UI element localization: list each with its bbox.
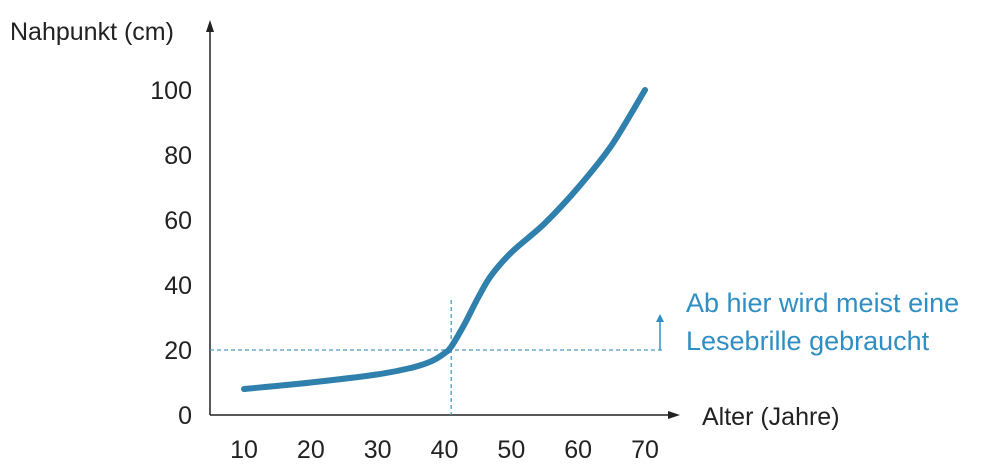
y-axis-label: Nahpunkt (cm) <box>10 18 174 46</box>
y-axis-arrow-icon <box>206 20 214 32</box>
x-tick-labels: 10 20 30 40 50 60 70 <box>230 436 659 464</box>
y-tick-label: 20 <box>164 337 192 365</box>
y-tick-label: 100 <box>150 77 192 105</box>
y-tick-label: 0 <box>178 402 192 430</box>
y-tick-label: 80 <box>164 142 192 170</box>
x-tick-label: 30 <box>364 436 392 464</box>
x-axis-arrow-icon <box>668 411 680 419</box>
x-tick-label: 10 <box>230 436 258 464</box>
y-tick-label: 40 <box>164 272 192 300</box>
reference-lines <box>210 300 665 415</box>
x-tick-label: 40 <box>431 436 459 464</box>
y-tick-label: 60 <box>164 207 192 235</box>
annotation: Ab hier wird meist eine Lesebrille gebra… <box>656 288 959 356</box>
annotation-line-2: Lesebrille gebraucht <box>686 326 930 356</box>
x-tick-label: 50 <box>497 436 525 464</box>
y-tick-labels: 0 20 40 60 80 100 <box>150 77 192 430</box>
annotation-arrowhead-icon <box>656 314 664 322</box>
x-tick-label: 60 <box>564 436 592 464</box>
x-tick-label: 20 <box>297 436 325 464</box>
x-tick-label: 70 <box>631 436 659 464</box>
x-axis <box>210 411 680 419</box>
x-axis-label: Alter (Jahre) <box>702 403 840 431</box>
series-line <box>241 87 648 392</box>
annotation-line-1: Ab hier wird meist eine <box>686 288 959 318</box>
y-axis <box>206 20 214 415</box>
